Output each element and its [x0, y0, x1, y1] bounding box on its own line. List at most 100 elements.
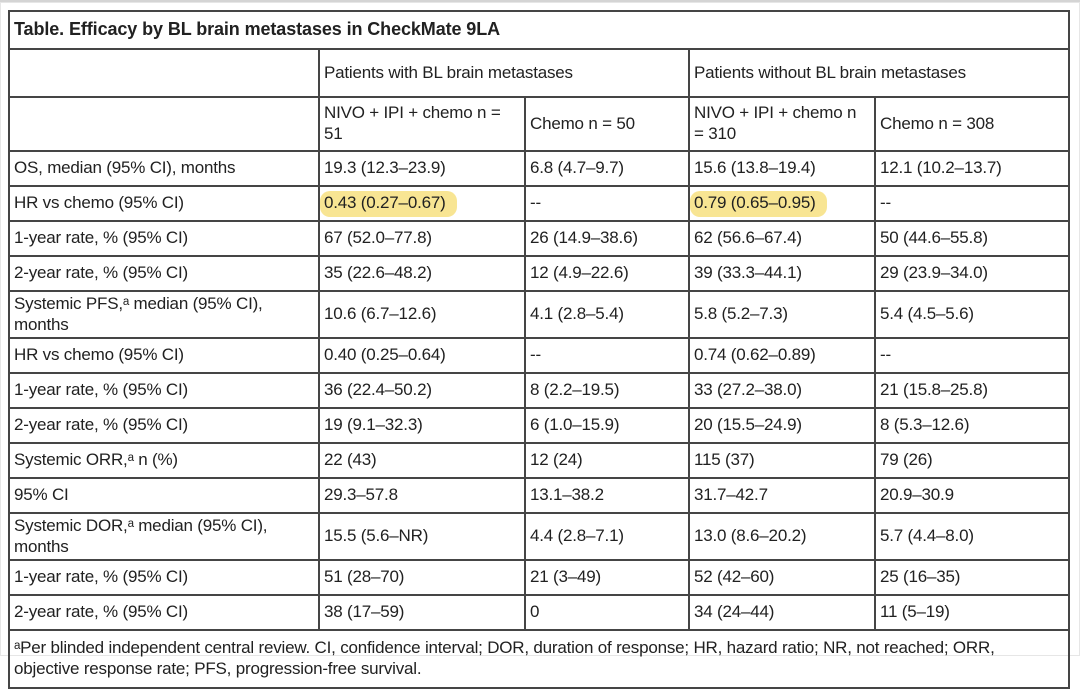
value-cell: -- — [524, 185, 690, 222]
value-cell: 5.4 (4.5–5.6) — [873, 290, 1071, 339]
cell-value: 5.7 (4.4–8.0) — [880, 526, 974, 546]
cell-value: 19.3 (12.3–23.9) — [324, 158, 446, 178]
group-header-with-mets: Patients with BL brain metastases — [318, 48, 690, 98]
cell-value: 4.1 (2.8–5.4) — [530, 304, 624, 324]
cell-value: 8 (2.2–19.5) — [530, 380, 620, 400]
row-label: Systemic PFS,ᵃ median (95% CI), months — [8, 290, 320, 339]
cell-value: 13.1–38.2 — [530, 485, 604, 505]
column-header-row: NIVO + IPI + chemo n = 51 Chemo n = 50 N… — [8, 96, 1071, 152]
table-row: 2-year rate, % (95% CI) 35 (22.6–48.2) 12… — [8, 255, 1071, 292]
group-header-empty-cell — [8, 48, 320, 98]
cell-value: -- — [880, 193, 891, 213]
group-header-row: Patients with BL brain metastases Patien… — [8, 48, 1071, 98]
column-header-nivo-with-mets: NIVO + IPI + chemo n = 51 — [318, 96, 526, 152]
value-cell: 79 (26) — [873, 442, 1071, 479]
value-cell: 22 (43) — [318, 442, 526, 479]
footnote: ᵃPer blinded independent central review.… — [7, 629, 1071, 689]
value-cell: -- — [524, 337, 690, 374]
row-label: HR vs chemo (95% CI) — [8, 337, 320, 374]
value-cell: 8 (2.2–19.5) — [524, 372, 690, 409]
table-row: Systemic ORR,ᵃ n (%) 22 (43) 12 (24) 115 (… — [8, 442, 1071, 479]
table-row: Systemic PFS,ᵃ median (95% CI), months 1… — [8, 290, 1071, 339]
table-row: HR vs chemo (95% CI) 0.43 (0.27–0.67) -- 0… — [8, 185, 1071, 222]
table-row: HR vs chemo (95% CI) 0.40 (0.25–0.64) -- 0… — [8, 337, 1071, 374]
row-label: 2-year rate, % (95% CI) — [8, 407, 320, 444]
row-label: 95% CI — [8, 477, 320, 514]
value-cell: 8 (5.3–12.6) — [873, 407, 1071, 444]
cell-value: 22 (43) — [324, 450, 377, 470]
value-cell: 19 (9.1–32.3) — [318, 407, 526, 444]
cell-value: 26 (14.9–38.6) — [530, 228, 638, 248]
value-cell: 19.3 (12.3–23.9) — [318, 150, 526, 187]
row-label: HR vs chemo (95% CI) — [8, 185, 320, 222]
column-header-empty-cell — [8, 96, 320, 152]
value-cell: 0.79 (0.65–0.95) — [688, 185, 876, 222]
cell-value: -- — [530, 345, 541, 365]
value-cell: 13.0 (8.6–20.2) — [688, 512, 876, 561]
row-label: 2-year rate, % (95% CI) — [8, 594, 320, 631]
cell-value: 6 (1.0–15.9) — [530, 415, 620, 435]
table-row: 2-year rate, % (95% CI) 38 (17–59) 0 34 (2… — [8, 594, 1071, 631]
value-cell: 12.1 (10.2–13.7) — [873, 150, 1071, 187]
row-label: OS, median (95% CI), months — [8, 150, 320, 187]
efficacy-table: Table. Efficacy by BL brain metastases i… — [7, 10, 1071, 689]
value-cell: 25 (16–35) — [873, 559, 1071, 596]
cell-value: 39 (33.3–44.1) — [694, 263, 802, 283]
value-cell: 6 (1.0–15.9) — [524, 407, 690, 444]
value-cell: 35 (22.6–48.2) — [318, 255, 526, 292]
cell-value: 35 (22.6–48.2) — [324, 263, 432, 283]
table-title: Table. Efficacy by BL brain metastases i… — [7, 10, 1071, 50]
row-label: 2-year rate, % (95% CI) — [8, 255, 320, 292]
cell-value: 115 (37) — [694, 450, 755, 470]
row-label: 1-year rate, % (95% CI) — [8, 559, 320, 596]
cell-value: 0.40 (0.25–0.64) — [324, 345, 446, 365]
cell-value: 20 (15.5–24.9) — [694, 415, 802, 435]
cell-value: 21 (3–49) — [530, 567, 601, 587]
cell-value: 0.74 (0.62–0.89) — [694, 345, 816, 365]
row-label: 1-year rate, % (95% CI) — [8, 220, 320, 257]
column-header-chemo-with-mets: Chemo n = 50 — [524, 96, 690, 152]
cell-value: 52 (42–60) — [694, 567, 775, 587]
value-cell: 29 (23.9–34.0) — [873, 255, 1071, 292]
value-cell: 0.40 (0.25–0.64) — [318, 337, 526, 374]
value-cell: 51 (28–70) — [318, 559, 526, 596]
value-cell: 20 (15.5–24.9) — [688, 407, 876, 444]
value-cell: 0 — [524, 594, 690, 631]
cell-value: 67 (52.0–77.8) — [324, 228, 432, 248]
cell-value: 15.5 (5.6–NR) — [324, 526, 429, 546]
cell-value: 36 (22.4–50.2) — [324, 380, 432, 400]
cell-value: 8 (5.3–12.6) — [880, 415, 970, 435]
value-cell: 52 (42–60) — [688, 559, 876, 596]
table-row: OS, median (95% CI), months 19.3 (12.3–2… — [8, 150, 1071, 187]
cell-value: 34 (24–44) — [694, 602, 775, 622]
value-cell: 20.9–30.9 — [873, 477, 1071, 514]
cell-value: 4.4 (2.8–7.1) — [530, 526, 624, 546]
value-cell: 10.6 (6.7–12.6) — [318, 290, 526, 339]
cell-value: 11 (5–19) — [880, 602, 950, 622]
table-row: 1-year rate, % (95% CI) 67 (52.0–77.8) 26… — [8, 220, 1071, 257]
cell-value: 31.7–42.7 — [694, 485, 768, 505]
value-cell: 13.1–38.2 — [524, 477, 690, 514]
value-cell: 5.8 (5.2–7.3) — [688, 290, 876, 339]
cell-value: 12 (4.9–22.6) — [530, 263, 629, 283]
value-cell: 62 (56.6–67.4) — [688, 220, 876, 257]
cell-value: 19 (9.1–32.3) — [324, 415, 423, 435]
cell-value: 0.79 (0.65–0.95) — [691, 191, 827, 217]
column-header-chemo-without-mets: Chemo n = 308 — [873, 96, 1071, 152]
value-cell: 15.5 (5.6–NR) — [318, 512, 526, 561]
cell-value: 10.6 (6.7–12.6) — [324, 304, 437, 324]
table-row: Systemic DOR,ᵃ median (95% CI), months 1… — [8, 512, 1071, 561]
cell-value: 51 (28–70) — [324, 567, 405, 587]
cell-value: -- — [880, 345, 891, 365]
table-row: 2-year rate, % (95% CI) 19 (9.1–32.3) 6 (… — [8, 407, 1071, 444]
cell-value: 33 (27.2–38.0) — [694, 380, 802, 400]
cell-value: 29 (23.9–34.0) — [880, 263, 988, 283]
cell-value: 12 (24) — [530, 450, 583, 470]
value-cell: 15.6 (13.8–19.4) — [688, 150, 876, 187]
cell-value: 62 (56.6–67.4) — [694, 228, 802, 248]
value-cell: 5.7 (4.4–8.0) — [873, 512, 1071, 561]
value-cell: 21 (3–49) — [524, 559, 690, 596]
value-cell: -- — [873, 337, 1071, 374]
cell-value: 21 (15.8–25.8) — [880, 380, 988, 400]
